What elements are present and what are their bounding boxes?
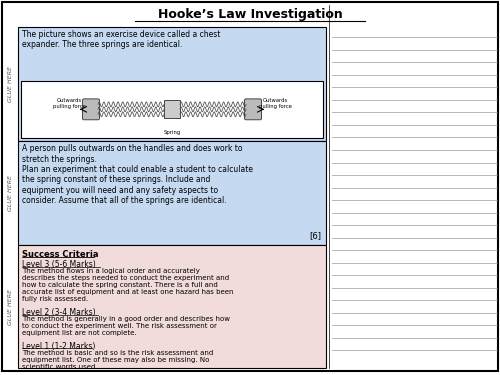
- Text: Outwards
pulling force: Outwards pulling force: [258, 98, 292, 109]
- Text: GLUE HERE: GLUE HERE: [8, 288, 14, 325]
- Text: GLUE HERE: GLUE HERE: [8, 175, 14, 211]
- Bar: [21, 81, 323, 138]
- Text: The method is basic and so is the risk assessment and
equipment list. One of the: The method is basic and so is the risk a…: [22, 350, 213, 370]
- Text: Level 1 (1-2 Marks): Level 1 (1-2 Marks): [22, 342, 96, 351]
- Text: Hooke’s Law Investigation: Hooke’s Law Investigation: [158, 8, 342, 21]
- Bar: [18, 246, 326, 368]
- FancyBboxPatch shape: [82, 99, 100, 120]
- Text: Level 3 (5-6 Marks): Level 3 (5-6 Marks): [22, 260, 96, 269]
- Text: The method flows in a logical order and accurately
describes the steps needed to: The method flows in a logical order and …: [22, 268, 234, 302]
- Text: The picture shows an exercise device called a chest
expander. The three springs : The picture shows an exercise device cal…: [22, 30, 220, 49]
- Text: Spring: Spring: [164, 130, 180, 135]
- Bar: [18, 141, 326, 246]
- Text: Outwards
pulling force: Outwards pulling force: [52, 98, 86, 109]
- Text: A person pulls outwards on the handles and does work to
stretch the springs.
Pla: A person pulls outwards on the handles a…: [22, 144, 253, 205]
- Text: GLUE HERE: GLUE HERE: [8, 66, 14, 102]
- Bar: [164, 100, 180, 118]
- Text: Success Criteria: Success Criteria: [22, 251, 99, 260]
- Bar: [18, 27, 326, 141]
- Text: The method is generally in a good order and describes how
to conduct the experim: The method is generally in a good order …: [22, 316, 230, 336]
- Text: Level 2 (3-4 Marks): Level 2 (3-4 Marks): [22, 308, 96, 317]
- Text: [6]: [6]: [309, 231, 321, 240]
- FancyBboxPatch shape: [244, 99, 262, 120]
